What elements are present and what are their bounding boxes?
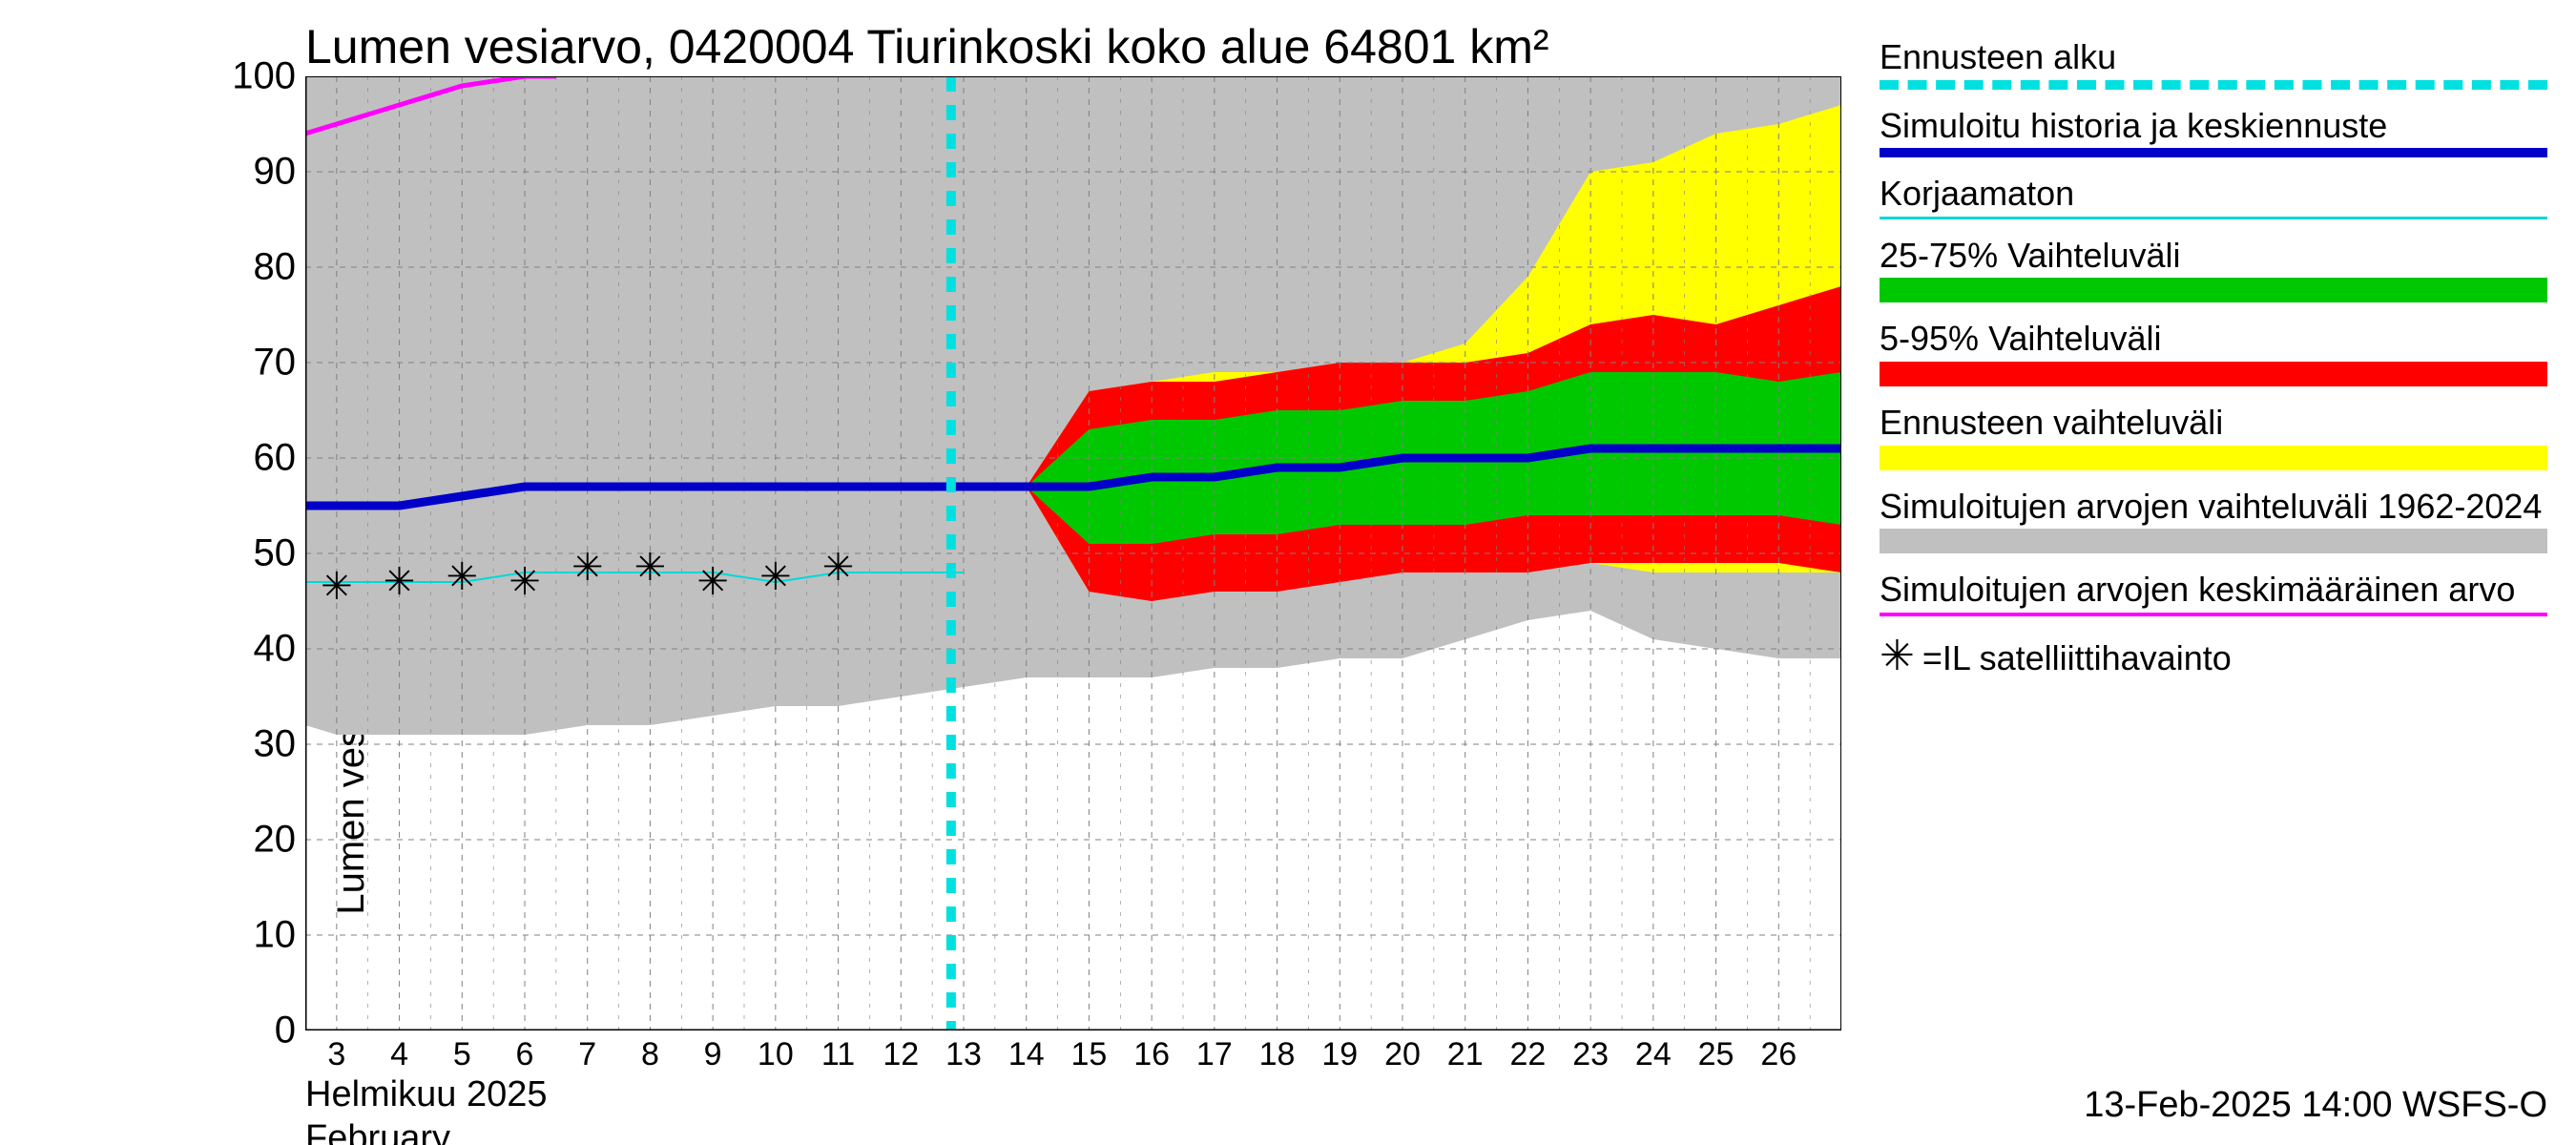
legend-swatch-fill: [1880, 278, 2547, 302]
plot-area: 0102030405060708090100345678910111213141…: [305, 76, 1841, 1030]
legend-item-uncorrected: Korjaamaton: [1880, 175, 2547, 219]
x-tick-label: 14: [1008, 1030, 1045, 1073]
timestamp: 13-Feb-2025 14:00 WSFS-O: [2084, 1085, 2547, 1126]
legend-swatch-line: [1880, 613, 2547, 616]
y-tick-label: 30: [254, 723, 297, 766]
x-tick-label: 26: [1760, 1030, 1797, 1073]
legend-item-satellite: ✳=IL satelliittihavainto: [1880, 634, 2547, 679]
legend-label: 5-95% Vaihteluväli: [1880, 319, 2162, 358]
legend-item-hist-range: Simuloitujen arvojen vaihteluväli 1962-2…: [1880, 488, 2547, 554]
x-tick-label: 22: [1510, 1030, 1547, 1073]
legend-label: Ennusteen vaihteluväli: [1880, 403, 2223, 442]
chart-title: Lumen vesiarvo, 0420004 Tiurinkoski koko…: [305, 19, 1549, 74]
x-tick-label: 12: [883, 1030, 919, 1073]
x-tick-label: 24: [1635, 1030, 1672, 1073]
satellite-marker-icon: ✳: [384, 563, 416, 601]
x-tick-label: 3: [327, 1030, 345, 1073]
y-tick-label: 60: [254, 437, 297, 480]
star-icon: ✳: [1880, 633, 1915, 679]
x-month-label: Helmikuu 2025: [305, 1074, 547, 1115]
x-tick-label: 25: [1698, 1030, 1735, 1073]
x-tick-label: 15: [1071, 1030, 1108, 1073]
x-tick-label: 17: [1196, 1030, 1233, 1073]
x-tick-label: 8: [641, 1030, 659, 1073]
legend-item-hist-mean: Simuloitujen arvojen keskimääräinen arvo: [1880, 571, 2547, 616]
legend-swatch-line: [1880, 217, 2547, 219]
y-tick-label: 100: [232, 55, 296, 98]
legend-label: Korjaamaton: [1880, 174, 2074, 213]
satellite-marker-icon: ✳: [696, 563, 729, 601]
x-tick-label: 6: [516, 1030, 534, 1073]
y-tick-label: 40: [254, 628, 297, 671]
legend-label: Ennusteen alku: [1880, 37, 2116, 76]
legend-label: =IL satelliittihavainto: [1922, 638, 2232, 677]
x-tick-label: 13: [945, 1030, 982, 1073]
y-tick-label: 10: [254, 914, 297, 957]
x-tick-label: 18: [1259, 1030, 1296, 1073]
legend-swatch-fill: [1880, 446, 2547, 470]
x-month-label-en: February: [305, 1118, 450, 1145]
x-tick-label: 10: [758, 1030, 794, 1073]
y-tick-label: 80: [254, 246, 297, 289]
legend-label: Simuloitujen arvojen keskimääräinen arvo: [1880, 570, 2515, 609]
x-tick-label: 21: [1447, 1030, 1484, 1073]
legend-item-forecast-range: Ennusteen vaihteluväli: [1880, 404, 2547, 470]
legend-item-25-75: 25-75% Vaihteluväli: [1880, 237, 2547, 303]
plot-svg: [305, 76, 1841, 1030]
x-tick-label: 5: [453, 1030, 471, 1073]
legend-item-forecast-start: Ennusteen alku: [1880, 38, 2547, 90]
legend-swatch-line: [1880, 148, 2547, 157]
legend-item-sim-history: Simuloitu historia ja keskiennuste: [1880, 107, 2547, 158]
legend-label: Simuloitu historia ja keskiennuste: [1880, 106, 2387, 145]
x-tick-label: 7: [578, 1030, 596, 1073]
satellite-marker-icon: ✳: [447, 558, 479, 596]
x-tick-label: 9: [704, 1030, 722, 1073]
legend: Ennusteen alku Simuloitu historia ja kes…: [1880, 38, 2547, 697]
legend-swatch-fill: [1880, 362, 2547, 386]
satellite-marker-icon: ✳: [509, 563, 541, 601]
satellite-marker-icon: ✳: [571, 549, 604, 587]
y-tick-label: 0: [275, 1010, 296, 1052]
x-tick-label: 4: [390, 1030, 408, 1073]
legend-swatch-fill: [1880, 529, 2547, 553]
satellite-marker-icon: ✳: [822, 549, 855, 587]
legend-label: 25-75% Vaihteluväli: [1880, 236, 2181, 275]
x-tick-label: 19: [1321, 1030, 1358, 1073]
y-tick-label: 50: [254, 532, 297, 575]
y-tick-label: 70: [254, 342, 297, 385]
x-tick-label: 20: [1384, 1030, 1421, 1073]
y-tick-label: 90: [254, 151, 297, 194]
y-tick-label: 20: [254, 819, 297, 862]
satellite-marker-icon: ✳: [321, 568, 353, 606]
satellite-marker-icon: ✳: [634, 549, 667, 587]
x-tick-label: 23: [1572, 1030, 1609, 1073]
satellite-marker-icon: ✳: [759, 558, 792, 596]
chart-container: Lumen vesiarvo / Snow water equiv. mm Lu…: [0, 0, 2576, 1145]
legend-label: Simuloitujen arvojen vaihteluväli 1962-2…: [1880, 487, 2542, 526]
x-tick-label: 16: [1133, 1030, 1170, 1073]
legend-swatch-dashed: [1880, 80, 2547, 90]
legend-item-5-95: 5-95% Vaihteluväli: [1880, 320, 2547, 386]
x-tick-label: 11: [821, 1030, 855, 1073]
